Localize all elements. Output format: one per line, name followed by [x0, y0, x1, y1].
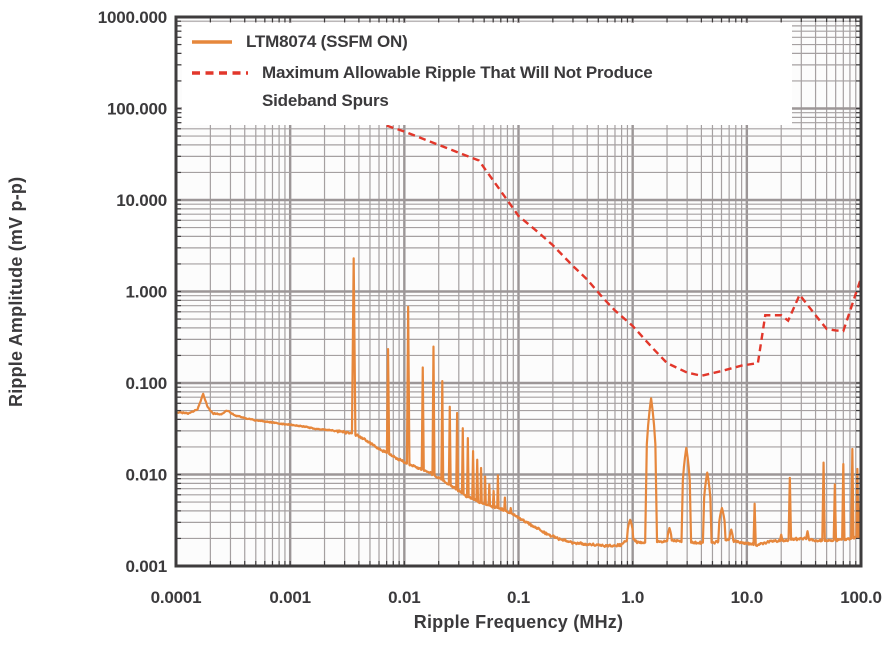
plot-frame	[174, 15, 863, 568]
legend: LTM8074 (SSFM ON) Maximum Allowable Ripp…	[182, 23, 792, 125]
y-tick-label: 1000.000	[98, 8, 167, 27]
x-tick-label: 10.0	[731, 588, 763, 607]
y-tick-label: 0.001	[125, 557, 167, 576]
legend-swatch-solid-line-icon	[192, 40, 232, 44]
x-tick-label: 0.0001	[151, 588, 202, 607]
x-axis-title: Ripple Frequency (MHz)	[413, 612, 624, 632]
x-tick-label: 100.0	[840, 588, 882, 607]
legend-item-ltm8074: LTM8074 (SSFM ON)	[192, 28, 792, 56]
y-tick-label: 0.100	[125, 374, 167, 393]
series-max-ripple-line	[386, 124, 861, 377]
x-tick-label: 1.0	[621, 588, 644, 607]
legend-item-max-ripple: Maximum Allowable Ripple That Will Not P…	[192, 59, 792, 115]
y-tick-label: 100.000	[107, 100, 167, 119]
x-tick-label: 0.001	[269, 588, 311, 607]
legend-label-max-ripple: Maximum Allowable Ripple That Will Not P…	[262, 63, 653, 110]
x-tick-label: 0.1	[507, 588, 530, 607]
y-tick-label: 10.000	[116, 191, 167, 210]
legend-label-ltm8074: LTM8074 (SSFM ON)	[246, 32, 408, 51]
y-tick-label: 0.010	[125, 466, 167, 485]
x-tick-label: 0.01	[388, 588, 420, 607]
legend-swatch-dashed-line-icon	[192, 71, 248, 75]
y-tick-label: 1.000	[125, 283, 167, 302]
y-axis-title: Ripple Amplitude (mV p-p)	[6, 176, 26, 407]
series-ltm8074-line	[176, 257, 861, 548]
